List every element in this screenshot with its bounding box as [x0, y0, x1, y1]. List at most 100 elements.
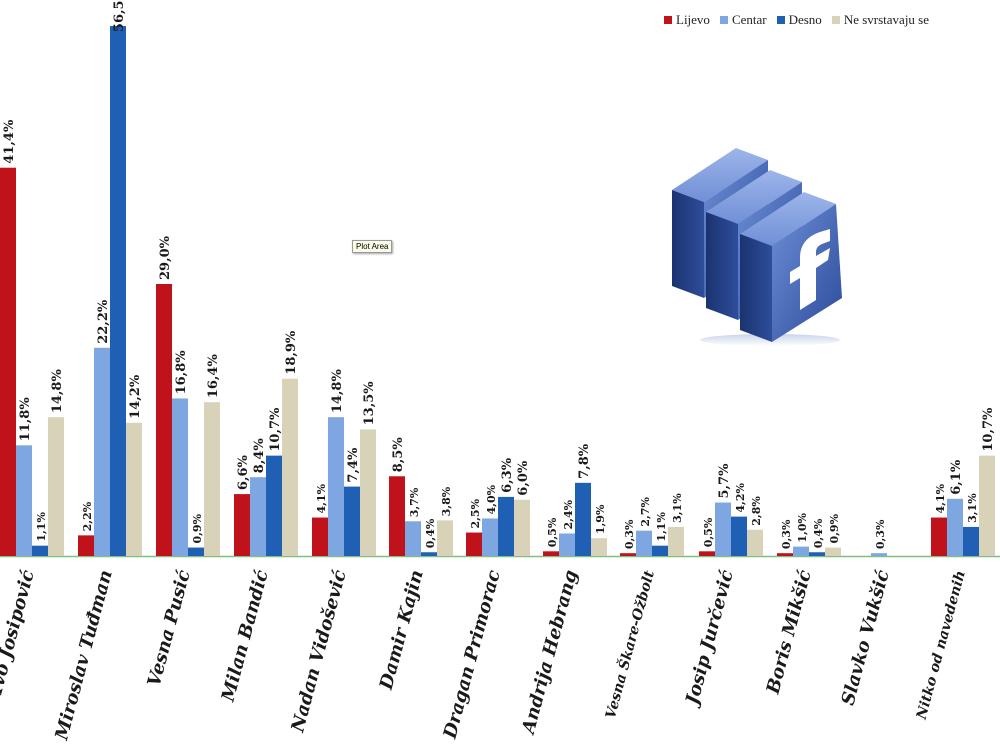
category-label-dragan-primorac: Dragan Primorac [439, 568, 504, 742]
data-label-ivo-josipovic-lijevo: 41,4% [2, 119, 17, 164]
bar-miroslav-tudman-lijevo [78, 535, 94, 556]
bar-vesna-pusic-centar [172, 398, 188, 556]
data-label-boris-miksic-ne-svrstavaju-se: 0,9% [828, 513, 841, 543]
bar-andrija-hebrang-centar [559, 533, 575, 556]
legend-item-ne-svrstavaju-se: Ne svrstavaju se [831, 12, 930, 28]
data-label-nadan-vidosevic-centar: 14,8% [330, 369, 345, 414]
data-label-damir-kajin-desno: 0,4% [424, 518, 437, 548]
bar-vesna-skare-ozbolt-ne-svrstavaju-se [668, 526, 684, 556]
bar-boris-miksic-lijevo [777, 553, 793, 556]
bar-dragan-primorac-ne-svrstavaju-se [514, 499, 530, 556]
bar-vesna-skare-ozbolt-desno [652, 545, 668, 556]
bar-dragan-primorac-centar [482, 518, 498, 556]
legend-label-desno: Desno [788, 12, 822, 27]
bar-miroslav-tudman-desno [110, 26, 126, 556]
data-label-damir-kajin-lijevo: 8,5% [391, 437, 406, 473]
category-label-ivo-josipovic: Ivo Josipović [0, 568, 39, 698]
category-label-nadan-vidosevic: Nadan Vidošević [287, 568, 351, 735]
bar-vesna-pusic-ne-svrstavaju-se [204, 402, 220, 556]
bar-nadan-vidosevic-lijevo [312, 517, 328, 556]
plot-area-tooltip: Plot Area [352, 240, 393, 253]
data-label-vesna-skare-ozbolt-lijevo: 0,3% [623, 519, 636, 549]
data-label-vesna-pusic-centar: 16,8% [174, 350, 189, 395]
category-label-nitko-od-navedenih: Nitko od navedenih [914, 569, 969, 722]
bar-damir-kajin-centar [405, 521, 421, 556]
bar-nitko-od-navedenih-centar [947, 498, 963, 556]
data-label-vesna-skare-ozbolt-ne-svrstavaju-se: 3,1% [671, 493, 684, 523]
bar-nitko-od-navedenih-lijevo [931, 517, 947, 556]
bar-josip-jurcevic-ne-svrstavaju-se [747, 529, 763, 556]
bar-milan-bandic-desno [266, 455, 282, 556]
data-label-miroslav-tudman-ne-svrstavaju-se: 14,2% [128, 374, 143, 419]
bar-andrija-hebrang-desno [575, 482, 591, 556]
bar-milan-bandic-lijevo [234, 494, 250, 556]
bar-miroslav-tudman-ne-svrstavaju-se [126, 422, 142, 556]
data-label-nadan-vidosevic-lijevo: 4,1% [315, 483, 328, 513]
legend-swatch-lijevo [664, 16, 672, 24]
category-label-slavko-vuksic: Slavko Vukšić [838, 568, 894, 708]
bar-ivo-josipovic-centar [16, 445, 32, 556]
bar-ivo-josipovic-lijevo [0, 167, 16, 557]
data-label-milan-bandic-centar: 8,4% [252, 438, 267, 474]
bar-vesna-pusic-lijevo [156, 284, 172, 556]
bar-dragan-primorac-lijevo [466, 532, 482, 556]
data-label-damir-kajin-ne-svrstavaju-se: 3,8% [440, 486, 453, 516]
data-label-andrija-hebrang-ne-svrstavaju-se: 1,9% [594, 504, 607, 534]
bar-damir-kajin-ne-svrstavaju-se [437, 520, 453, 556]
data-label-dragan-primorac-lijevo: 2,5% [469, 498, 482, 528]
bar-miroslav-tudman-centar [94, 347, 110, 556]
legend-swatch-centar [719, 16, 728, 24]
legend-swatch-desno [776, 16, 785, 24]
bar-nadan-vidosevic-centar [328, 417, 344, 556]
data-label-ivo-josipovic-centar: 11,8% [18, 397, 33, 442]
data-label-slavko-vuksic-centar: 0,3% [874, 519, 887, 549]
bar-nitko-od-navedenih-ne-svrstavaju-se [979, 455, 995, 556]
bar-nadan-vidosevic-ne-svrstavaju-se [360, 429, 376, 556]
data-label-josip-jurcevic-lijevo: 0,5% [702, 517, 715, 547]
data-label-dragan-primorac-desno: 6,3% [500, 457, 515, 493]
data-label-josip-jurcevic-desno: 4,2% [734, 482, 747, 512]
data-label-nitko-od-navedenih-lijevo: 4,1% [934, 483, 947, 513]
data-label-andrija-hebrang-desno: 7,8% [577, 443, 592, 479]
data-label-vesna-pusic-ne-svrstavaju-se: 16,4% [206, 354, 221, 399]
category-label-josip-jurcevic: Josip Jurčević [681, 568, 738, 710]
data-label-nadan-vidosevic-ne-svrstavaju-se: 13,5% [362, 381, 377, 426]
bar-milan-bandic-ne-svrstavaju-se [282, 378, 298, 556]
data-label-miroslav-tudman-centar: 22,2% [96, 299, 111, 344]
bar-boris-miksic-ne-svrstavaju-se [825, 547, 841, 556]
data-label-boris-miksic-desno: 0,4% [812, 518, 825, 548]
data-label-dragan-primorac-centar: 4,0% [485, 484, 498, 514]
bar-boris-miksic-centar [793, 546, 809, 556]
data-label-nitko-od-navedenih-ne-svrstavaju-se: 10,7% [981, 407, 996, 452]
legend-swatch-ne-svrstavaju-se [831, 16, 840, 24]
legend-label-centar: Centar [731, 12, 767, 27]
category-label-damir-kajin: Damir Kajin [376, 568, 428, 693]
data-label-vesna-pusic-lijevo: 29,0% [158, 235, 173, 280]
legend-item-desno: Desno [776, 12, 822, 28]
bar-andrija-hebrang-ne-svrstavaju-se [591, 538, 607, 556]
bar-ivo-josipovic-ne-svrstavaju-se [48, 417, 64, 556]
bar-josip-jurcevic-lijevo [699, 551, 715, 556]
data-label-vesna-pusic-desno: 0,9% [191, 513, 204, 543]
data-label-ivo-josipovic-ne-svrstavaju-se: 14,8% [50, 369, 65, 414]
data-label-nadan-vidosevic-desno: 7,4% [346, 447, 361, 483]
data-label-josip-jurcevic-ne-svrstavaju-se: 2,8% [750, 496, 763, 526]
category-label-miroslav-tudman: Miroslav Tuđman [51, 568, 117, 743]
data-label-vesna-skare-ozbolt-centar: 2,7% [639, 497, 652, 527]
legend-label-ne-svrstavaju-se: Ne svrstavaju se [843, 12, 930, 27]
legend-label-lijevo: Lijevo [676, 12, 710, 27]
bar-nadan-vidosevic-desno [344, 486, 360, 556]
data-label-andrija-hebrang-lijevo: 0,5% [546, 517, 559, 547]
bar-andrija-hebrang-lijevo [543, 551, 559, 556]
legend-item-lijevo: Lijevo [664, 12, 710, 28]
legend-item-centar: Centar [719, 12, 767, 28]
bar-damir-kajin-desno [421, 552, 437, 556]
data-label-vesna-skare-ozbolt-desno: 1,1% [655, 512, 668, 542]
data-label-boris-miksic-lijevo: 0,3% [780, 519, 793, 549]
data-label-dragan-primorac-ne-svrstavaju-se: 6,0% [516, 460, 531, 496]
legend: Lijevo Centar Desno Ne svrstavaju se [664, 12, 929, 28]
bar-vesna-pusic-desno [188, 547, 204, 556]
data-label-damir-kajin-centar: 3,7% [408, 487, 421, 517]
bar-damir-kajin-lijevo [389, 476, 405, 556]
